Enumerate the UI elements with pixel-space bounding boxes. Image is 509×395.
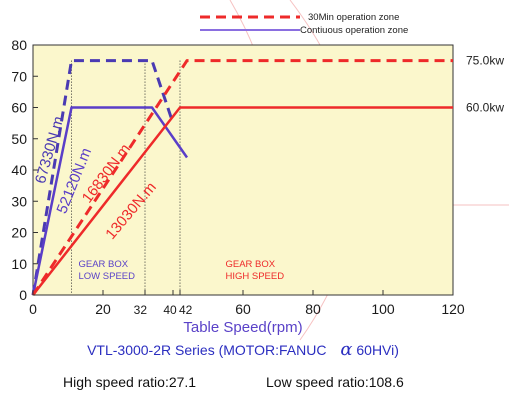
x-tick-label: 80	[305, 301, 321, 317]
plot-area	[32, 44, 454, 296]
power-labels: 75.0kw 60.0kw	[466, 54, 504, 115]
alpha-symbol: α	[340, 339, 352, 360]
y-tick-label: 40	[11, 162, 27, 178]
x-tick-label: 120	[441, 301, 465, 317]
series-caption-text: VTL-3000-2R Series (MOTOR:FANUC	[87, 342, 326, 358]
x-tick-label: 40	[163, 303, 177, 317]
x-tick-label: 20	[95, 301, 111, 317]
low-speed-ratio: Low speed ratio:108.6	[266, 374, 404, 390]
series-line-low-continuous	[31, 106, 189, 296]
x-tick-label: 32	[134, 303, 148, 317]
y-tick-label: 60	[11, 100, 27, 116]
series-layer	[31, 59, 453, 296]
model-text: 60HVi)	[356, 342, 399, 358]
high-speed-ratio: High speed ratio:27.1	[63, 374, 196, 390]
power-label: 60.0kw	[466, 101, 504, 115]
x-axis-label: Table Speed(rpm)	[183, 319, 302, 336]
zone-label-line: GEAR BOX	[79, 259, 129, 270]
legend: 30Min operation zone Contiuous operation…	[200, 12, 408, 36]
x-tick-label: 100	[371, 301, 395, 317]
y-tick-label: 0	[19, 287, 27, 303]
zone-label-line: GEAR BOX	[226, 259, 276, 270]
y-tick-label: 10	[11, 256, 27, 272]
series-line-high-continuous	[32, 106, 453, 296]
x-tick-label: 0	[29, 301, 37, 317]
x-axis: 0 20 32 40 42 60 80 100 120	[29, 290, 465, 317]
series-line-high-30min	[31, 59, 453, 296]
series-line-low-30min	[31, 59, 175, 296]
y-tick-label: 30	[11, 193, 27, 209]
y-tick-label: 70	[11, 68, 27, 84]
power-label: 75.0kw	[466, 54, 504, 68]
x-tick-label: 42	[179, 303, 193, 317]
y-tick-label: 50	[11, 131, 27, 147]
zone-label-line: HIGH SPEED	[226, 271, 285, 282]
y-tick-label: 80	[11, 37, 27, 53]
y-tick-label: 20	[11, 225, 27, 241]
zone-label-line: LOW SPEED	[79, 271, 136, 282]
legend-label-30min: 30Min operation zone	[308, 12, 399, 23]
y-axis: 0 10 20 30 40 50 60 70 80	[11, 37, 38, 303]
legend-label-continuous: Contiuous operation zone	[300, 25, 408, 36]
x-tick-label: 60	[235, 301, 251, 317]
series-caption: VTL-3000-2R Series (MOTOR:FANUC α 60HVi)	[87, 339, 399, 360]
vertical-markers	[71, 60, 181, 295]
